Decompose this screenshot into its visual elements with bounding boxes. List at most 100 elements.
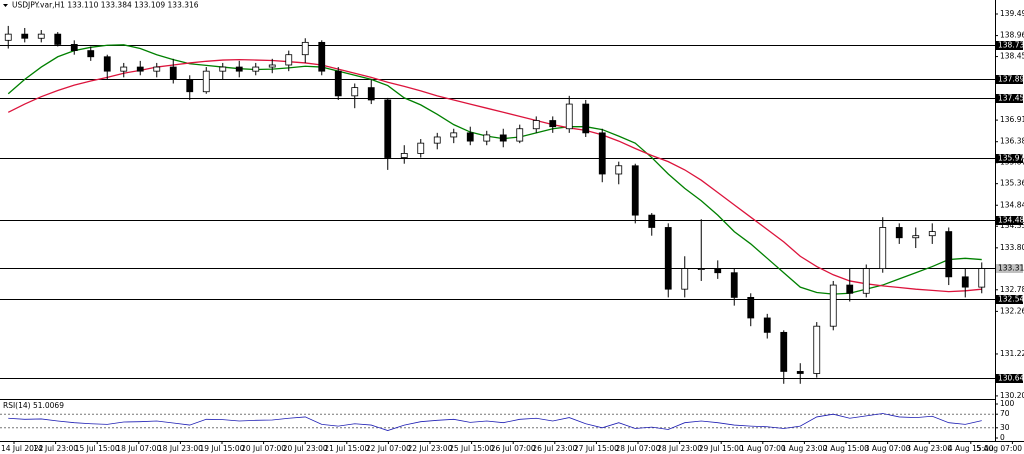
candle-body <box>37 33 45 39</box>
rsi-tick-label: 30 <box>1000 423 1010 432</box>
level-label: 138.733 <box>998 41 1024 50</box>
x-tick-label: 22 Jul 23:00 <box>408 444 453 453</box>
candle-body <box>219 66 227 72</box>
level-label: 137.898 <box>998 75 1024 84</box>
level-label: 133.316 <box>998 264 1024 273</box>
rsi-line <box>8 413 982 431</box>
candle-body <box>202 70 210 93</box>
level-label: 134.485 <box>998 216 1024 225</box>
rsi-tick-label: 70 <box>1000 409 1010 418</box>
candle-body <box>912 235 920 239</box>
candle-body <box>928 231 936 237</box>
candle-body <box>103 56 111 72</box>
candle-body <box>70 44 78 51</box>
candle-body <box>499 134 507 142</box>
y-tick-label: 136.910 <box>1000 115 1024 124</box>
x-tick-label: 14 Jul 23:00 <box>33 444 78 453</box>
y-tick-label: 132.26 <box>1000 306 1024 315</box>
candle-body <box>268 64 276 68</box>
candle-body <box>879 227 887 270</box>
candle-body <box>334 70 342 97</box>
x-tick-label: 2 Aug 15:00 <box>823 444 869 453</box>
symbol-arrow <box>3 4 8 7</box>
level-label-box <box>996 295 1023 304</box>
candle-body <box>169 66 177 80</box>
candle-body <box>796 371 804 374</box>
level-label-box <box>996 75 1023 84</box>
y-tick-label: 138.965 <box>1000 31 1024 40</box>
x-tick-label: 20 Jul 23:00 <box>283 444 328 453</box>
candle-body <box>862 268 870 294</box>
level-label-box <box>996 94 1023 103</box>
x-tick-label: 28 Jul 23:00 <box>657 444 702 453</box>
candle-body <box>351 87 359 97</box>
x-tick-label: 5 Aug 07:00 <box>976 444 1022 453</box>
candle-body <box>367 87 375 101</box>
candle-body <box>631 165 639 216</box>
candle-body <box>648 214 656 228</box>
x-tick-label: 26 Jul 07:00 <box>491 444 536 453</box>
moving-average <box>7 44 982 295</box>
candle-body <box>532 120 540 130</box>
y-tick-label: 133.805 <box>1000 243 1024 252</box>
level-label: 132.549 <box>998 295 1024 304</box>
candle-body <box>4 33 12 41</box>
rsi-tick-label: 100 <box>1000 399 1015 408</box>
moving-average <box>7 58 982 293</box>
candle-body <box>252 66 260 72</box>
candle-body <box>763 317 771 333</box>
chart-title: USDJPY.var,H1 133.110 133.384 133.109 13… <box>12 1 199 10</box>
candle-body <box>186 78 194 93</box>
candle-body <box>681 268 689 290</box>
candle-body <box>978 268 986 288</box>
x-tick-label: 14 Jul 2022 <box>1 444 44 453</box>
y-tick-label: 135.365 <box>1000 179 1024 188</box>
x-tick-label: 19 Jul 15:00 <box>200 444 245 453</box>
candle-body <box>433 136 441 144</box>
level-label-box <box>996 154 1023 163</box>
candle-body <box>813 325 821 374</box>
candle-body <box>516 128 524 142</box>
candle-body <box>846 284 854 294</box>
candle-body <box>318 41 326 72</box>
candle-body <box>301 41 309 56</box>
candle-body <box>780 331 788 372</box>
x-tick-label: 15 Jul 15:00 <box>75 444 120 453</box>
candle-body <box>466 132 474 142</box>
y-tick-label: 130.205 <box>1000 391 1024 400</box>
candle-body <box>697 268 705 271</box>
candle-body <box>21 33 29 39</box>
level-label: 130.644 <box>998 374 1024 383</box>
candle-body <box>54 33 62 45</box>
candle-body <box>945 231 953 278</box>
candle-body <box>483 134 491 142</box>
level-label-box <box>996 216 1023 225</box>
level-label: 137.451 <box>998 94 1024 103</box>
candle-body <box>235 66 243 72</box>
x-tick-label: 1 Aug 23:00 <box>781 444 827 453</box>
level-label-box <box>996 264 1023 273</box>
candle-body <box>450 132 458 138</box>
y-tick-label: 138.455 <box>1000 52 1024 61</box>
candle-body <box>582 103 590 134</box>
candle-body <box>895 227 903 239</box>
level-label-box <box>996 374 1023 383</box>
candle-body <box>598 132 606 175</box>
x-tick-label: 18 Jul 07:00 <box>116 444 161 453</box>
candle-body <box>285 54 293 66</box>
x-tick-label: 26 Jul 23:00 <box>532 444 577 453</box>
x-tick-label: 3 Aug 07:00 <box>865 444 911 453</box>
candle-body <box>87 50 95 58</box>
candle-body <box>961 276 969 288</box>
candle-body <box>664 227 672 290</box>
candle-body <box>153 66 161 72</box>
y-tick-label: 131.225 <box>1000 349 1024 358</box>
y-tick-label: 132.785 <box>1000 285 1024 294</box>
candle-body <box>417 142 425 154</box>
candle-body <box>829 284 837 327</box>
x-tick-label: 1 Aug 07:00 <box>740 444 786 453</box>
x-tick-label: 28 Jul 07:00 <box>616 444 661 453</box>
y-tick-label: 134.330 <box>1000 221 1024 230</box>
x-tick-label: 3 Aug 23:00 <box>906 444 952 453</box>
